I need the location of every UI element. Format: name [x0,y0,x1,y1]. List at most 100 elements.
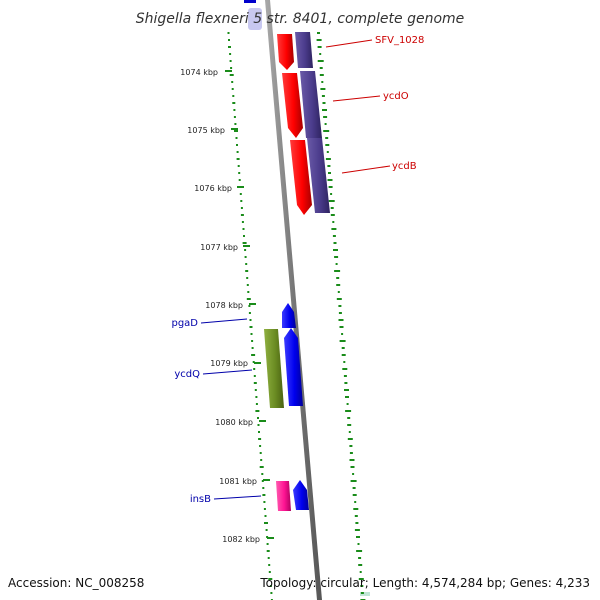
kbp-tick [249,303,256,305]
gc-tick [258,431,260,433]
gc-tick [232,102,236,104]
gc-tick [358,564,363,566]
gc-tick [323,130,330,132]
gc-tick [269,585,272,587]
gc-tick [337,291,340,293]
gc-tick [262,494,266,496]
gc-tick [323,116,328,118]
kbp-tick [259,420,266,422]
gc-tick [354,515,358,517]
gc-tick [268,578,273,580]
gc-tick [333,249,338,251]
gc-tick [336,298,342,300]
gene-label-ycdq[interactable]: ycdQ [174,369,200,380]
gc-tick [319,74,324,76]
gene-ycdq[interactable] [284,328,303,406]
gc-tick [332,221,335,223]
gc-tick [242,242,247,244]
kbp-tick [231,128,238,130]
gc-tick [317,60,324,62]
gc-tick [261,480,264,482]
faded-gene-top [248,8,262,30]
gene-insb[interactable] [276,481,291,511]
gc-tick [349,459,355,461]
gene-label-pgad[interactable]: pgaD [171,318,198,329]
gene-sfv-1028-purple[interactable] [295,32,313,68]
gc-tick [266,550,270,552]
gc-tick [262,487,265,489]
gc-tick [349,445,353,447]
gc-tick [232,95,235,97]
gene-sfv-1028[interactable] [277,34,294,70]
gc-tick [338,319,344,321]
gc-track-right [316,32,366,600]
gc-tick [255,410,260,412]
gene-label-ycdo[interactable]: ycdO [383,91,409,102]
faded-tick-bottom [360,592,370,596]
gc-tick [327,165,331,167]
gene-ycdo[interactable] [282,73,303,138]
gc-tick [341,347,345,349]
gc-tick [245,270,249,272]
gene-ycdo-purple[interactable] [300,71,322,138]
gc-tick [356,536,360,538]
gc-tick [336,277,340,279]
gc-tick [240,207,243,209]
gc-tick [328,186,333,188]
gc-tick [248,305,251,307]
gc-tick [263,508,266,510]
kbp-label: 1078 kbp [205,301,243,310]
gc-tick [350,466,355,468]
genes-reverse [277,32,330,215]
gc-tick [255,403,258,405]
gc-tick [251,354,256,356]
gene-label-insb[interactable]: insB [190,494,211,505]
gene-insb-blue[interactable] [293,480,309,510]
kbp-tick [243,245,250,247]
gc-tick [331,228,337,230]
gc-tick [253,368,256,370]
gc-tick [227,32,230,34]
gene-olive[interactable] [264,329,284,408]
gene-ycdb[interactable] [290,140,312,215]
gc-tick [328,200,335,202]
gc-tick [357,543,360,545]
gc-tick [344,389,349,391]
kbp-label: 1081 kbp [219,477,257,486]
kbp-label: 1080 kbp [215,418,253,427]
kbp-tick [254,362,261,364]
gc-tick [243,235,245,237]
gc-tick [267,557,270,559]
gc-tick [248,312,251,314]
kbp-tick [267,537,274,539]
gc-tick [359,571,362,573]
leader-lines [200,39,391,500]
gene-label-ycdb[interactable]: ycdB [392,161,417,172]
gene-label-sfv-1028[interactable]: SFV_1028 [375,35,424,46]
gc-tick [259,466,264,468]
gc-tick [332,235,336,237]
gc-tick [347,438,353,440]
gc-tick [247,291,250,293]
leader-line [325,39,373,48]
gc-tick [343,375,347,377]
gc-tick [346,403,349,405]
gene-labels: SFV_1028 ycdO ycdB pgaD ycdQ insB [171,35,424,505]
genome-backbone [265,0,322,600]
gc-tick [322,102,326,104]
gc-tick [257,424,260,426]
gc-tick [234,123,237,125]
gc-tick [360,592,364,594]
gc-tick [233,116,236,118]
gc-tick [246,277,249,279]
gene-pgad[interactable] [282,303,296,328]
gc-tick [258,438,262,440]
gc-tick [343,361,346,363]
gene-ycdb-purple[interactable] [307,138,330,213]
gc-tick [345,410,352,412]
gc-tick [347,417,351,419]
gc-tick [238,172,241,174]
gc-tick [240,214,244,216]
kbp-label: 1082 kbp [222,535,260,544]
gc-tick [236,151,239,153]
